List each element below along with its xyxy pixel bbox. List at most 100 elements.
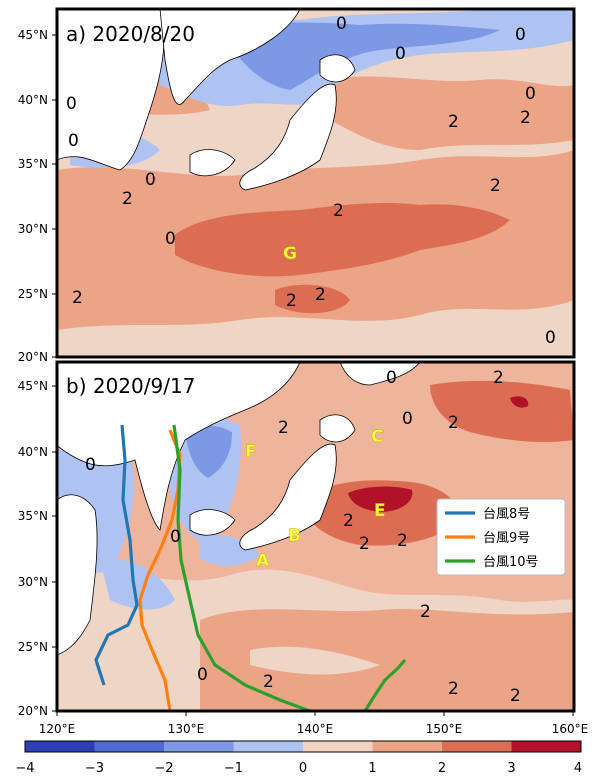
contour-label: 2 (359, 534, 370, 554)
lon-label: 160°E (552, 722, 589, 736)
contour-label: 0 (68, 131, 79, 151)
contour-label: 0 (515, 25, 526, 45)
extreme-warm-area (348, 486, 413, 512)
region-label-c: C (371, 427, 383, 447)
legend: 台風8号 台風9号 台風10号 (436, 498, 566, 576)
colorbar-segment (94, 741, 164, 752)
contour-label: 2 (448, 112, 459, 132)
contour-label: 2 (493, 368, 504, 388)
lat-label: 20°N (18, 350, 48, 364)
colorbar-tick-label: 4 (574, 761, 582, 776)
lon-label: 150°E (426, 722, 463, 736)
lon-label: 120°E (39, 722, 76, 736)
contour-label: 0 (66, 94, 77, 114)
region-label-f: F (245, 442, 257, 462)
panel-b-title: b) 2020/9/17 (66, 374, 195, 398)
contour-label: 2 (420, 602, 431, 622)
typhoon-10-track (172, 424, 311, 711)
longitude-axis: 120°E 130°E 140°E 150°E 160°E (39, 711, 589, 736)
contour-label: 2 (122, 189, 133, 209)
colorbar-tick-label: −1 (224, 761, 243, 776)
contour-label: 2 (397, 531, 408, 551)
lat-label: 45°N (18, 379, 48, 393)
land-mass (319, 414, 356, 443)
colorbar-segment (372, 741, 442, 752)
lat-label: 40°N (18, 445, 48, 459)
contour-label: 2 (520, 108, 531, 128)
contour-label: 2 (315, 285, 326, 305)
contour-label: 2 (448, 679, 459, 699)
lat-label: 35°N (18, 509, 48, 523)
colorbar-segment (303, 741, 373, 752)
contour-label: 2 (286, 291, 297, 311)
warm-anomaly-area (200, 608, 574, 711)
legend-label-typhoon-10: 台風10号 (483, 555, 539, 570)
legend-box (436, 498, 566, 576)
land-mass (239, 83, 337, 191)
colorbar-segment (233, 741, 303, 752)
strong-warm-area (175, 202, 510, 277)
strong-warm-area (275, 284, 350, 314)
land-mass (339, 362, 421, 386)
contour-label: 0 (85, 455, 96, 475)
colorbar-segment (25, 741, 95, 752)
region-label-g: G (283, 244, 297, 264)
colorbar-segment (442, 741, 512, 752)
legend-label-typhoon-9: 台風9号 (483, 531, 530, 546)
colorbar-tick-label: 2 (438, 761, 446, 776)
legend-label-typhoon-8: 台風8号 (483, 507, 530, 522)
region-label-a: A (256, 551, 270, 571)
contour-label: 2 (343, 511, 354, 531)
contour-label: 2 (263, 672, 274, 692)
colorbar-segment (164, 741, 234, 752)
colorbar-tick-label: −4 (15, 761, 34, 776)
colorbar-frame (24, 740, 582, 753)
lon-label: 130°E (168, 722, 205, 736)
colorbar-tick-label: 0 (299, 761, 307, 776)
land-mass (189, 149, 236, 177)
colorbar-tick-label: −3 (85, 761, 104, 776)
lat-label: 25°N (18, 640, 48, 654)
extreme-warm-area (510, 396, 529, 408)
colorbar-segment (511, 741, 581, 752)
panel-a: a) 2020/8/20 (57, 9, 574, 357)
panel-a-frame (55, 7, 576, 359)
contour-label: 2 (72, 288, 83, 308)
colorbar: −4 −3 −2 −1 0 1 2 3 4 (15, 740, 582, 776)
land-mass (189, 509, 236, 536)
lat-label: 25°N (18, 287, 48, 301)
contour-label: 0 (336, 14, 347, 34)
contour-label: 0 (386, 368, 397, 388)
cool-anomaly-area (230, 22, 500, 90)
typhoon-10-track (363, 658, 407, 711)
strong-warm-area (430, 380, 574, 443)
contour-label: 2 (333, 201, 344, 221)
contour-label: 2 (510, 686, 521, 706)
land-mass (57, 494, 98, 656)
colorbar-tick-label: 3 (507, 761, 515, 776)
neutral-anomaly-area (250, 646, 380, 675)
colorbar-tick-label: 1 (368, 761, 376, 776)
contour-label: 0 (170, 527, 181, 547)
panel-b: b) 2020/9/17 (57, 362, 574, 711)
lat-label: 45°N (18, 28, 48, 42)
region-label-b: B (288, 526, 301, 546)
lat-label: 35°N (18, 157, 48, 171)
lon-label: 140°E (297, 722, 334, 736)
contour-labels-b: 0 0 0 2 2 2 2 2 2 0 2 2 2 0 2 A B C E F (85, 368, 521, 706)
cool-anomaly-area (100, 559, 175, 610)
land-mass (319, 54, 356, 83)
contour-labels-a: 0 0 0 0 0 0 2 2 2 0 0 2 2 2 2 2 0 G (66, 14, 556, 348)
contour-label: 2 (278, 418, 289, 438)
contour-label: 2 (490, 176, 501, 196)
land-mass (239, 443, 337, 551)
cool-anomaly-area (185, 425, 232, 478)
contour-label: 0 (545, 328, 556, 348)
land-mass (159, 9, 301, 105)
latitude-axis: 45°N 40°N 35°N 30°N 25°N 20°N 45°N 40°N … (18, 28, 57, 718)
contour-label: 0 (145, 170, 156, 190)
colorbar-tick-label: −2 (154, 761, 173, 776)
region-label-e: E (374, 501, 386, 521)
lat-label: 20°N (18, 704, 48, 718)
